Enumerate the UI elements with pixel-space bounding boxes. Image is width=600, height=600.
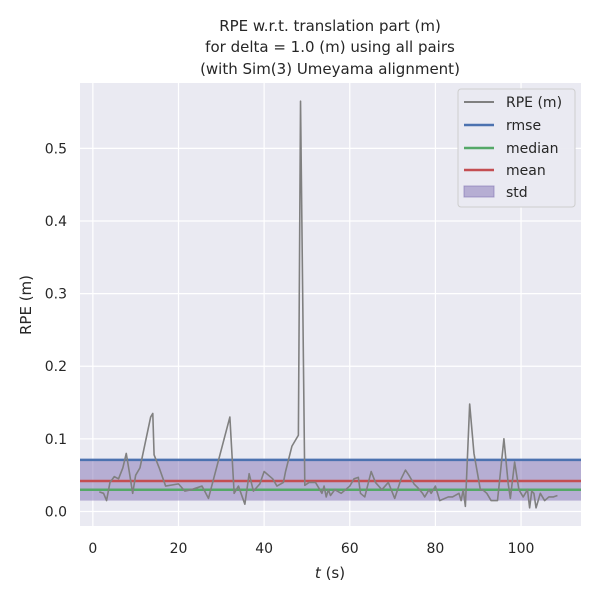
x-tick-label: 80 (426, 541, 444, 557)
rpe-series-line (99, 100, 558, 509)
legend-box (457, 88, 576, 208)
y-tick-label: 0.3 (45, 287, 67, 303)
y-tick-label: 0.2 (45, 359, 67, 375)
x-tick-label: 40 (255, 541, 273, 557)
x-tick-label: 0 (88, 541, 97, 557)
x-axis-label: t (s) (315, 564, 345, 582)
y-tick-label: 0.4 (45, 214, 67, 230)
legend: RPE (m) rmse median mean std (457, 88, 576, 208)
x-tick-label: 60 (341, 541, 359, 557)
legend-label-rmse: rmse (506, 118, 541, 134)
y-tick-label: 0.5 (45, 141, 67, 157)
chart-title-line-3: (with Sim(3) Umeyama alignment) (200, 60, 460, 78)
legend-label-std: std (506, 185, 528, 201)
chart-title-line-1: RPE w.r.t. translation part (m) (219, 17, 441, 35)
y-tick-label: 0.1 (45, 432, 67, 448)
x-tick-labels: 0 20 40 60 80 100 (88, 541, 534, 557)
legend-label-mean: mean (506, 163, 546, 179)
series-layer (99, 100, 558, 509)
x-tick-label: 20 (170, 541, 188, 557)
y-tick-labels: 0.0 0.1 0.2 0.3 0.4 0.5 (45, 141, 67, 520)
x-tick-label: 100 (508, 541, 535, 557)
y-axis-label: RPE (m) (17, 275, 35, 335)
legend-label-median: median (506, 141, 558, 157)
legend-swatch-std (463, 185, 495, 198)
legend-label-rpe: RPE (m) (506, 95, 562, 111)
chart-title-line-2: for delta = 1.0 (m) using all pairs (205, 38, 455, 56)
grid-lines (80, 83, 581, 526)
y-tick-label: 0.0 (45, 504, 67, 520)
